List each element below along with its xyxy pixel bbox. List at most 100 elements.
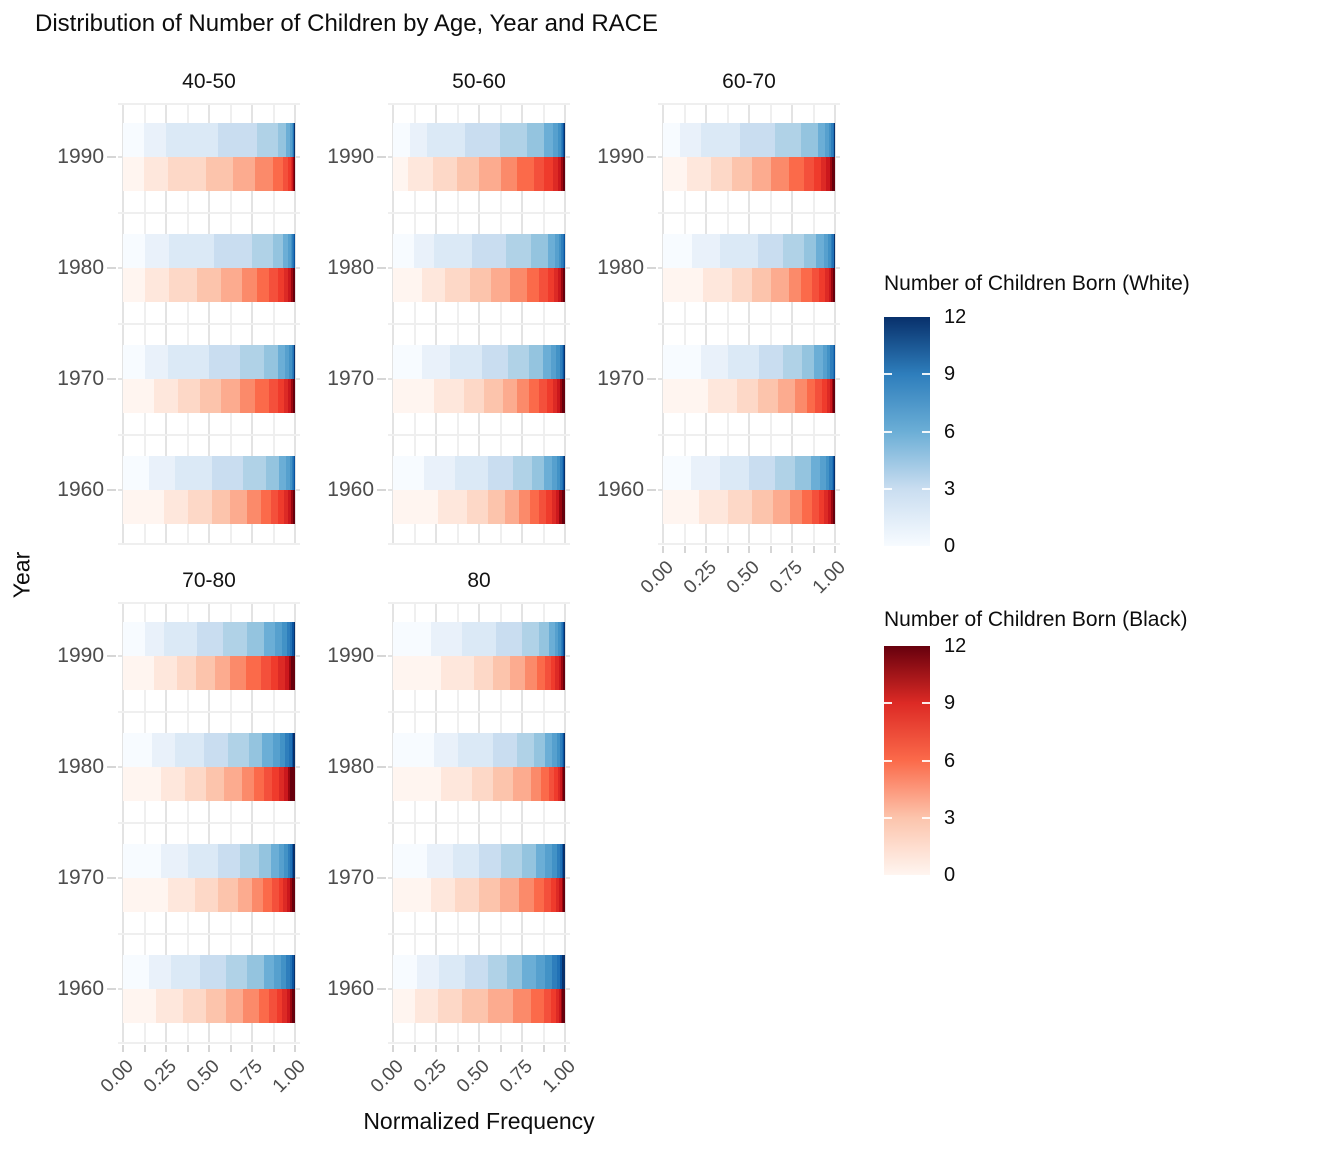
x-axis-tick [435,1045,437,1052]
bar-segment [422,345,450,379]
bar-segment [456,157,479,191]
bar-segment [559,456,562,490]
bar-segment [563,844,565,878]
bar-segment [719,456,749,490]
bar-segment [560,379,563,413]
bar-segment [562,456,565,490]
bar-segment [561,878,564,912]
bar-segment [290,767,295,801]
x-axis-tick [499,1045,502,1052]
bar-segment [823,234,829,268]
bar-segment [700,345,729,379]
bar-segment [255,157,273,191]
bar-segment [293,234,295,268]
bar-white [663,345,835,379]
bar-segment [465,955,488,989]
bar-segment [472,234,507,268]
bar-segment [123,656,155,690]
bar-segment [292,345,294,379]
legend-tick-dash [922,430,930,433]
bar-segment [278,767,284,801]
bar-segment [290,490,294,524]
y-tick-label: 1960 [327,478,374,501]
bar-segment [176,656,196,690]
bar-segment [564,123,565,157]
bar-segment [518,490,530,524]
y-axis-tick [107,655,116,657]
bar-segment [229,490,247,524]
bar-segment [169,268,197,302]
bar-segment [169,234,215,268]
bar-segment [290,844,292,878]
bar-segment [226,955,247,989]
bar-segment [547,234,555,268]
bar-segment [699,490,729,524]
bar-segment [563,345,565,379]
bar-segment [555,656,559,690]
bar-segment [290,157,293,191]
bar-white [123,123,295,157]
bar-segment [774,456,796,490]
bar-segment [123,878,168,912]
bar-segment [286,955,290,989]
bar-segment [417,955,440,989]
bar-segment [559,490,563,524]
legend-gradient-bar-white [884,317,930,546]
bar-segment [822,345,828,379]
bar-segment [546,490,552,524]
bar-segment [430,622,462,656]
bar-black [123,268,295,302]
bar-segment [504,490,519,524]
bar-segment [188,490,213,524]
bar-segment [280,733,286,767]
bar-segment [261,656,271,690]
bar-segment [282,989,287,1023]
bar-segment [790,490,803,524]
bar-segment [246,955,264,989]
x-axis-tick [834,546,836,553]
bar-black [393,157,565,191]
bar-segment [461,989,488,1023]
bar-black [663,379,835,413]
bar-segment [539,379,547,413]
bar-segment [551,490,557,524]
bar-segment [246,490,261,524]
bar-segment [195,656,215,690]
x-tick-label: 0.00 [636,557,678,599]
bar-segment [487,955,507,989]
bar-segment [167,878,196,912]
bar-segment [552,456,557,490]
bar-segment [393,157,409,191]
bar-segment [534,157,545,191]
legend-gradient-bar-black [884,646,930,875]
legend-tick-label: 0 [944,535,956,557]
bar-segment [288,379,291,413]
bar-segment [563,733,565,767]
bar-segment [818,490,825,524]
bar-segment [289,733,292,767]
bar-segment [286,123,290,157]
bar-segment [801,268,812,302]
x-tick-label: 0.25 [409,1056,451,1098]
bar-segment [195,878,218,912]
bar-segment [461,622,497,656]
bar-segment [816,234,824,268]
y-axis-tick [647,156,656,158]
y-tick-label: 1990 [57,644,104,667]
bar-segment [410,123,428,157]
bar-segment [434,379,464,413]
bar-segment [663,379,708,413]
gridline-h-minor [118,1042,300,1044]
bar-segment [551,878,556,912]
bar-segment [561,733,564,767]
x-tick-label: 0.50 [722,557,764,599]
bar-segment [470,268,492,302]
x-tick-label: 0.00 [366,1056,408,1098]
bar-segment [521,844,536,878]
bar-segment [288,490,291,524]
bar-segment [281,955,287,989]
chart-title: Distribution of Number of Children by Ag… [35,10,659,37]
bar-segment [554,622,559,656]
bar-segment [548,767,554,801]
bar-segment [277,379,284,413]
